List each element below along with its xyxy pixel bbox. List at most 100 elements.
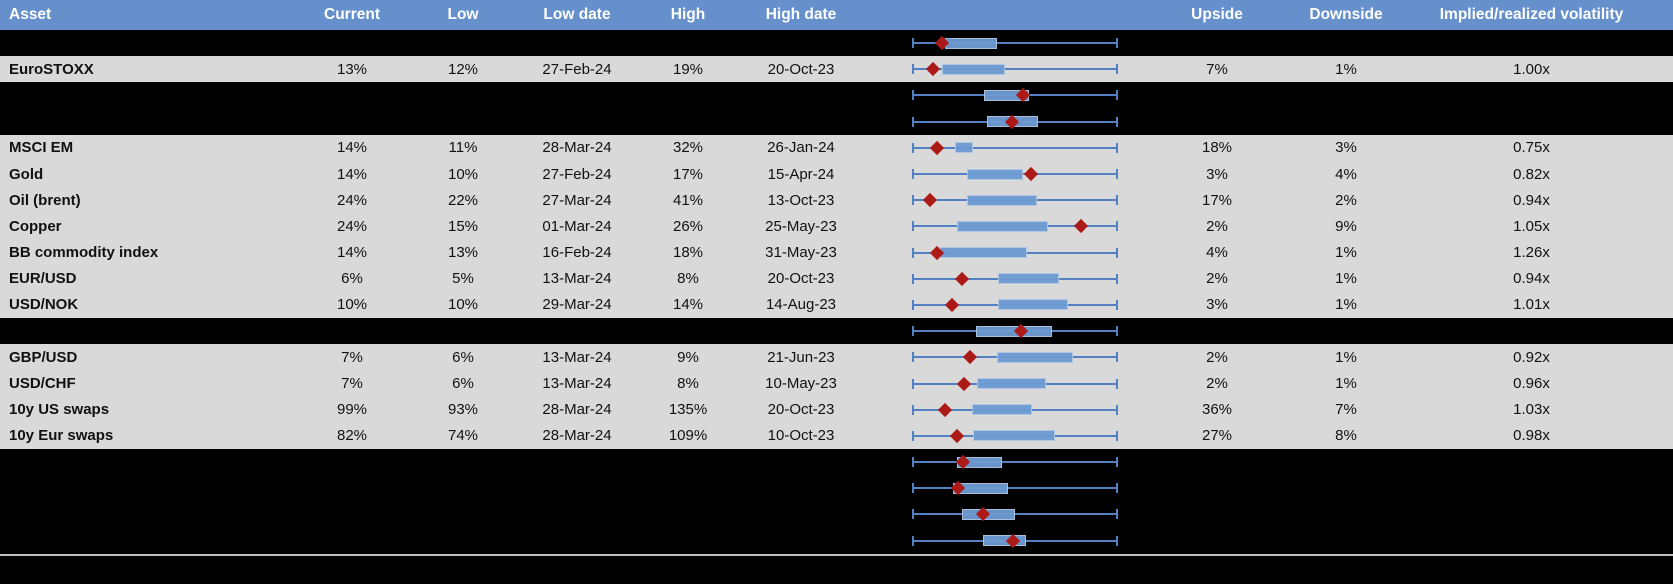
asset-name-cell: EuroSTOXX <box>9 60 94 78</box>
low-date-cell: 28-Mar-24 <box>542 139 612 157</box>
table-row-msci-em: MSCI EM 14% 11% 28-Mar-24 32% 26-Jan-24 18% 3% 0… <box>0 134 1673 161</box>
low-date-cell <box>512 449 642 475</box>
boxplot-track <box>912 449 1118 475</box>
boxplot-track <box>912 344 1118 370</box>
spacer-row <box>0 528 1673 554</box>
high-date-cell: 10-Oct-23 <box>767 427 835 445</box>
whisker-cap-low <box>912 378 914 389</box>
upside-cell <box>1132 501 1302 527</box>
boxplot-track <box>912 82 1118 108</box>
downside-cell <box>1302 109 1390 135</box>
range-box <box>957 220 1049 232</box>
downside-cell: 7% <box>1335 401 1357 419</box>
current-cell: 14% <box>336 139 368 157</box>
implied-realized-cell: 0.75x <box>1513 139 1550 157</box>
col-header-asset: Asset <box>9 6 52 23</box>
asset-name-cell: 10y Eur swaps <box>9 427 114 445</box>
low-date-cell: 29-Mar-24 <box>542 296 612 314</box>
range-box <box>997 351 1073 363</box>
downside-cell: 2% <box>1335 191 1357 209</box>
whisker-cap-low <box>912 247 914 258</box>
high-cell: 26% <box>672 217 704 235</box>
low-cell <box>414 30 512 56</box>
range-box <box>945 37 998 49</box>
range-boxplot-cell <box>868 109 1132 135</box>
range-boxplot-cell <box>868 187 1132 213</box>
col-header-low-date: Low date <box>543 6 611 23</box>
low-cell <box>414 109 512 135</box>
range-boxplot-cell <box>868 240 1132 266</box>
whisker-line <box>913 68 1117 71</box>
asset-name-cell: MSCI EM <box>9 139 74 157</box>
whisker-cap-low <box>912 90 914 101</box>
high-date-cell: 20-Oct-23 <box>767 401 835 419</box>
current-marker-diamond <box>944 297 960 313</box>
current-cell: 7% <box>341 348 363 366</box>
boxplot-track <box>912 266 1118 292</box>
current-cell <box>290 475 414 501</box>
range-boxplot-cell <box>868 528 1132 554</box>
low-cell: 10% <box>447 165 479 183</box>
high-date-cell: 26-Jan-24 <box>767 139 835 157</box>
whisker-cap-low <box>912 273 914 284</box>
whisker-cap-high <box>1116 221 1118 232</box>
whisker-cap-low <box>912 169 914 180</box>
implied-realized-cell: 0.92x <box>1513 348 1550 366</box>
boxplot-track <box>912 213 1118 239</box>
high-cell: 8% <box>677 270 699 288</box>
whisker-cap-low <box>912 404 914 415</box>
boxplot-track <box>912 56 1118 82</box>
range-boxplot-cell <box>868 449 1132 475</box>
asset-name-cell <box>0 82 290 108</box>
high-date-cell: 20-Oct-23 <box>767 270 835 288</box>
whisker-line <box>913 42 1117 45</box>
whisker-cap-high <box>1116 38 1118 49</box>
high-cell: 19% <box>672 60 704 78</box>
implied-realized-cell: 0.82x <box>1513 165 1550 183</box>
asset-name-cell <box>0 109 290 135</box>
current-cell: 13% <box>336 60 368 78</box>
asset-name-cell: GBP/USD <box>9 348 78 366</box>
range-box <box>967 168 1023 180</box>
current-marker-diamond <box>929 140 945 155</box>
upside-cell: 17% <box>1201 191 1233 209</box>
upside-cell: 27% <box>1201 427 1233 445</box>
low-date-cell: 13-Mar-24 <box>542 375 612 393</box>
high-date-cell: 13-Oct-23 <box>767 191 835 209</box>
upside-cell <box>1132 475 1302 501</box>
whisker-cap-high <box>1116 404 1118 415</box>
downside-cell: 4% <box>1335 165 1357 183</box>
boxplot-track <box>912 501 1118 527</box>
whisker-cap-low <box>912 299 914 310</box>
low-date-cell: 27-Feb-24 <box>542 165 612 183</box>
upside-cell: 3% <box>1206 165 1228 183</box>
col-header-range-plot <box>868 0 1132 30</box>
low-cell: 13% <box>447 244 479 262</box>
implied-realized-cell: 1.26x <box>1513 244 1550 262</box>
boxplot-track <box>912 397 1118 423</box>
high-date-cell: 25-May-23 <box>765 217 837 235</box>
low-cell <box>414 528 512 554</box>
downside-cell <box>1302 501 1390 527</box>
high-date-cell <box>734 109 868 135</box>
whisker-cap-low <box>912 430 914 441</box>
current-marker-diamond <box>949 428 965 443</box>
implied-realized-cell <box>1390 528 1673 554</box>
whisker-cap-high <box>1116 195 1118 206</box>
high-cell: 32% <box>672 139 704 157</box>
high-date-cell: 31-May-23 <box>765 244 837 262</box>
whisker-cap-high <box>1116 247 1118 258</box>
range-boxplot-cell <box>868 292 1132 318</box>
asset-name-cell <box>0 501 290 527</box>
whisker-cap-high <box>1116 509 1118 520</box>
current-cell <box>290 30 414 56</box>
table-row-10y-us-swaps: 10y US swaps 99% 93% 28-Mar-24 135% 20-Oct-23… <box>0 396 1673 423</box>
implied-realized-cell <box>1390 318 1673 344</box>
current-marker-diamond <box>925 62 941 77</box>
spacer-row <box>0 30 1673 56</box>
whisker-cap-low <box>912 535 914 546</box>
whisker-line <box>913 487 1117 490</box>
table-row-bb-commodity-index: BB commodity index 14% 13% 16-Feb-24 18% 31-M… <box>0 239 1673 266</box>
table-row-gbp-usd: GBP/USD 7% 6% 13-Mar-24 9% 21-Jun-23 2% 1% 0.92x <box>0 344 1673 371</box>
